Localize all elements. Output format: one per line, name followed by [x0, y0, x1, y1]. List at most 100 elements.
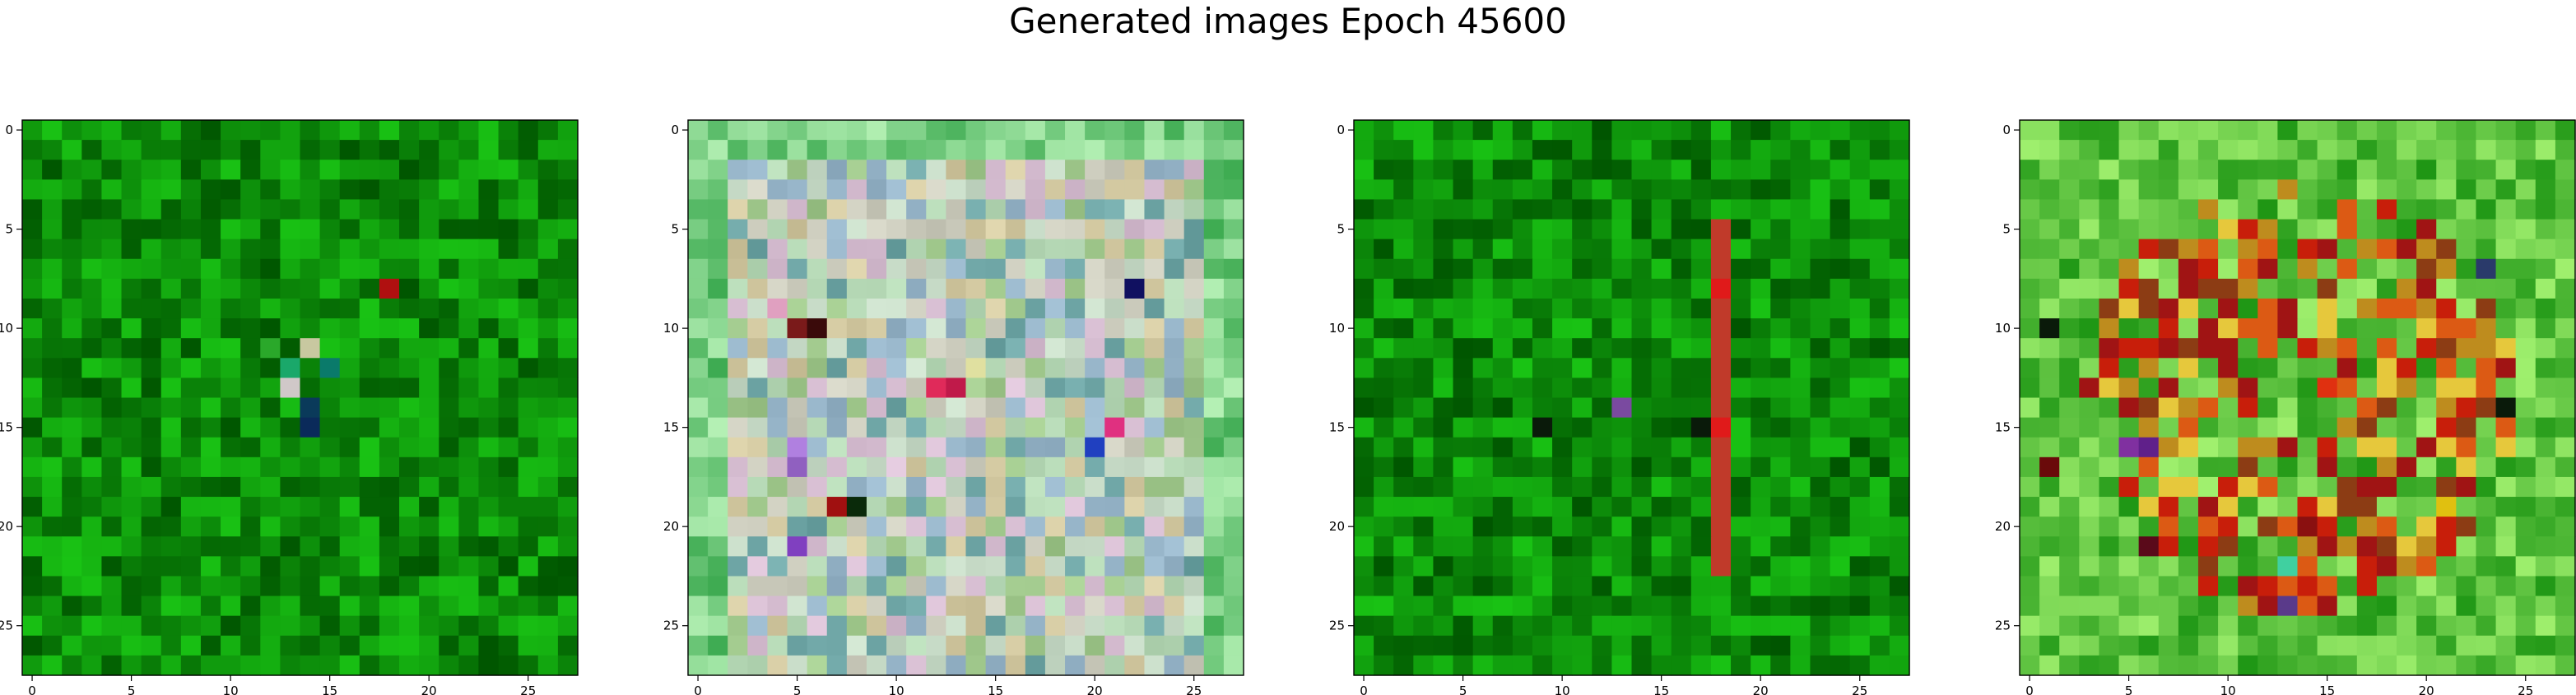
pixel [1374, 595, 1394, 617]
pixel [2337, 456, 2358, 478]
pixel [2515, 298, 2536, 319]
pixel [81, 179, 103, 201]
pixel [1731, 497, 1751, 517]
pixel [1810, 318, 1831, 339]
pixel [1374, 318, 1394, 339]
pixel [1651, 278, 1672, 299]
pixel [1512, 576, 1533, 597]
pixel [2376, 179, 2397, 201]
pixel [399, 437, 420, 458]
pixel [1790, 615, 1811, 637]
pixel [2515, 258, 2536, 280]
pixel [221, 476, 241, 498]
pixel [708, 615, 728, 637]
pixel [141, 595, 162, 617]
pixel [537, 239, 559, 260]
pixel [886, 120, 907, 141]
pixel [537, 397, 559, 419]
pixel [557, 199, 579, 220]
pixel [946, 497, 967, 517]
pixel [1203, 378, 1225, 399]
pixel [708, 497, 728, 517]
pixel [498, 219, 519, 240]
pixel [2138, 497, 2160, 517]
pixel [1413, 378, 1434, 399]
pixel [1104, 338, 1125, 359]
pixel [2218, 258, 2239, 280]
pixel [708, 437, 728, 458]
pixel [22, 120, 43, 141]
pixel [339, 655, 360, 676]
pixel [22, 576, 43, 597]
pixel [1005, 576, 1026, 597]
pixel [1413, 635, 1434, 656]
pixel [926, 397, 946, 419]
pixel [1472, 239, 1494, 260]
pixel [141, 576, 162, 597]
pixel [1183, 437, 1205, 458]
pixel [2197, 199, 2219, 220]
pixel [2495, 476, 2517, 498]
pixel [2397, 378, 2417, 399]
pixel [1472, 456, 1494, 478]
pixel [1374, 635, 1394, 656]
pixel [81, 358, 103, 378]
pixel [359, 497, 380, 517]
pixel [1413, 120, 1434, 141]
pixel [1203, 556, 1225, 577]
pixel [160, 140, 182, 160]
pixel [498, 576, 519, 597]
pixel [379, 160, 400, 180]
pixel [1065, 536, 1086, 557]
pixel [1572, 517, 1593, 537]
pixel [1770, 417, 1791, 438]
pixel [728, 298, 748, 319]
pixel [419, 476, 439, 498]
pixel [1203, 536, 1225, 557]
pixel [2118, 179, 2140, 201]
pixel [708, 417, 728, 438]
pixel [2138, 258, 2160, 280]
pixel [906, 358, 927, 378]
pixel [2515, 615, 2536, 637]
pixel [518, 239, 539, 260]
x-tick-label: 15 [2319, 683, 2335, 695]
pixel [2277, 615, 2299, 637]
pixel [2020, 318, 2040, 339]
pixel [1631, 140, 1653, 160]
pixel [1413, 160, 1434, 180]
pixel [221, 278, 241, 299]
pixel [807, 456, 828, 478]
pixel [846, 497, 867, 517]
pixel [2356, 378, 2378, 399]
pixel [2416, 338, 2437, 359]
pixel [965, 219, 987, 240]
pixel [1065, 615, 1086, 637]
pixel [478, 437, 500, 458]
pixel [2356, 576, 2378, 597]
pixel [1751, 219, 1771, 240]
pixel [2079, 219, 2100, 240]
pixel [1869, 298, 1890, 319]
pixel [200, 140, 221, 160]
pixel [260, 199, 281, 220]
pixel [1223, 219, 1244, 240]
pixel [1770, 199, 1791, 220]
pixel [2039, 437, 2060, 458]
pixel [439, 219, 459, 240]
pixel [160, 239, 182, 260]
x-tick-label: 20 [421, 683, 437, 695]
pixel [498, 536, 519, 557]
pixel [1830, 456, 1851, 478]
pixel [200, 437, 221, 458]
pixel [2376, 476, 2397, 498]
pixel [985, 576, 1007, 597]
pixel [767, 497, 788, 517]
pixel [688, 298, 709, 319]
pixel [2178, 635, 2199, 656]
pixel [2079, 120, 2100, 141]
pixel [319, 556, 341, 577]
pixel [1611, 595, 1633, 617]
pixel [1374, 358, 1394, 378]
pixel [240, 397, 261, 419]
